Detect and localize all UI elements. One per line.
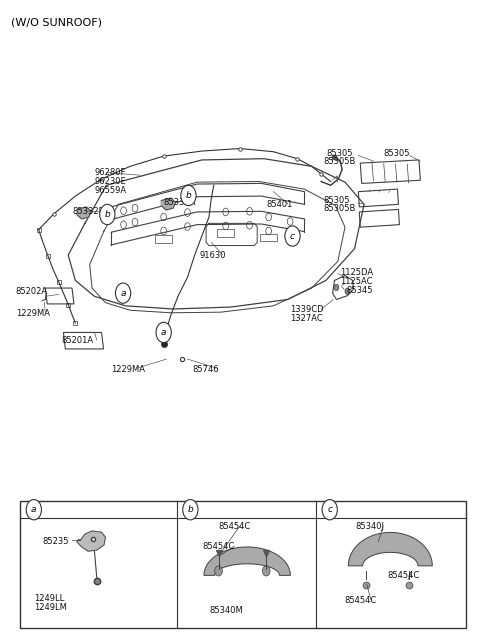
Text: 85305: 85305: [324, 196, 350, 205]
Circle shape: [334, 284, 339, 290]
Text: 85202A: 85202A: [16, 287, 48, 296]
Text: 85345: 85345: [346, 286, 372, 295]
Polygon shape: [348, 533, 432, 566]
Text: 1249LL: 1249LL: [34, 594, 64, 603]
Text: 1229MA: 1229MA: [16, 309, 50, 318]
Polygon shape: [77, 207, 91, 219]
Polygon shape: [77, 531, 106, 551]
Text: 1125AC: 1125AC: [340, 277, 372, 286]
Text: 85454C: 85454C: [387, 571, 419, 580]
Text: b: b: [105, 210, 110, 219]
Text: 91630: 91630: [199, 250, 226, 260]
Text: 1327AC: 1327AC: [290, 314, 323, 323]
Text: 85454C: 85454C: [203, 542, 235, 551]
Text: 85333R: 85333R: [164, 198, 196, 207]
Bar: [20, 501, 466, 628]
Text: 85305B: 85305B: [324, 157, 356, 166]
Text: b: b: [186, 191, 192, 200]
Text: a: a: [120, 289, 126, 297]
Text: 96230E: 96230E: [95, 177, 126, 186]
Text: a: a: [161, 328, 167, 337]
Text: c: c: [290, 232, 295, 241]
Circle shape: [26, 499, 41, 520]
Text: 85401: 85401: [266, 200, 293, 209]
Bar: [260, 234, 277, 241]
Bar: [155, 236, 172, 243]
Text: 85746: 85746: [192, 365, 219, 374]
Text: 96559A: 96559A: [95, 186, 127, 195]
Circle shape: [263, 566, 270, 576]
Circle shape: [156, 322, 171, 343]
Text: (W/O SUNROOF): (W/O SUNROOF): [11, 17, 102, 27]
Circle shape: [345, 288, 350, 294]
Text: 85454C: 85454C: [344, 596, 376, 605]
Text: 85235: 85235: [42, 537, 69, 547]
Polygon shape: [161, 198, 176, 210]
Circle shape: [183, 499, 198, 520]
Text: 85305: 85305: [383, 149, 409, 158]
Text: a: a: [31, 505, 36, 514]
Circle shape: [285, 226, 300, 246]
Text: 1125DA: 1125DA: [340, 268, 373, 277]
Circle shape: [181, 185, 196, 206]
Text: 85305B: 85305B: [324, 204, 356, 213]
Text: 85340M: 85340M: [209, 606, 243, 615]
Circle shape: [116, 283, 131, 303]
Circle shape: [215, 566, 222, 576]
Text: 85305: 85305: [326, 149, 352, 158]
Circle shape: [100, 204, 115, 225]
Text: 85340J: 85340J: [356, 522, 384, 531]
Circle shape: [322, 499, 337, 520]
Text: 1229MA: 1229MA: [111, 365, 145, 374]
Text: 85454C: 85454C: [218, 522, 251, 531]
Text: 85201A: 85201A: [61, 336, 93, 345]
Text: 1249LM: 1249LM: [34, 603, 67, 612]
Text: b: b: [188, 505, 193, 514]
Text: c: c: [327, 505, 332, 514]
Bar: [217, 229, 234, 237]
Polygon shape: [204, 547, 290, 575]
Text: 85332B: 85332B: [72, 208, 105, 217]
Text: 1339CD: 1339CD: [290, 305, 324, 314]
Text: 96280F: 96280F: [95, 168, 126, 177]
